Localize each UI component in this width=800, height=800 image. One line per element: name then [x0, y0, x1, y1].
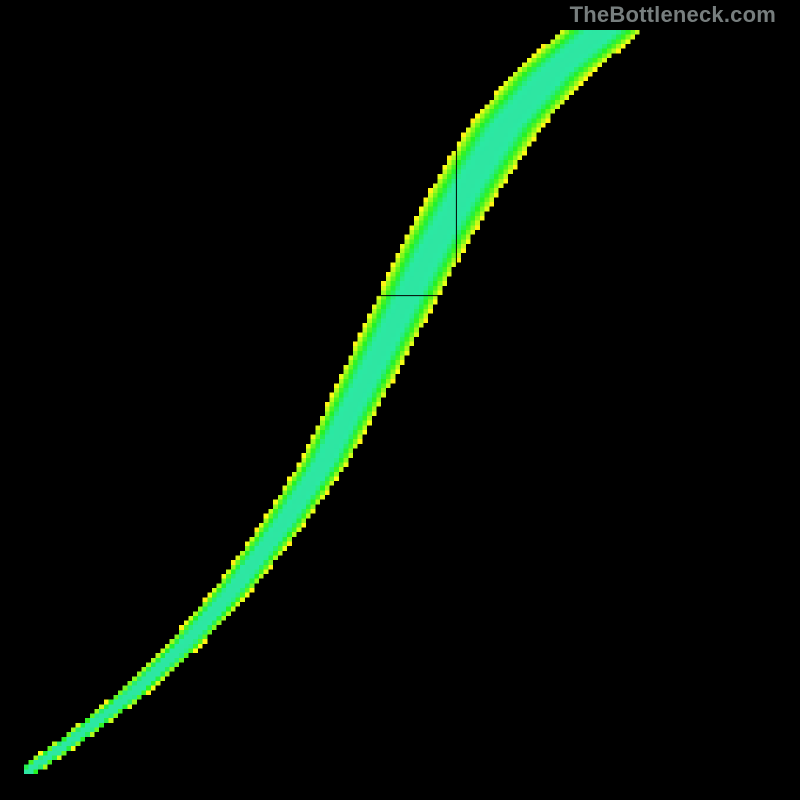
plot-area — [24, 30, 776, 774]
marker-dot — [451, 291, 461, 301]
overlay-svg — [24, 30, 776, 774]
watermark-text: TheBottleneck.com — [570, 2, 776, 28]
chart-frame: TheBottleneck.com — [0, 0, 800, 800]
